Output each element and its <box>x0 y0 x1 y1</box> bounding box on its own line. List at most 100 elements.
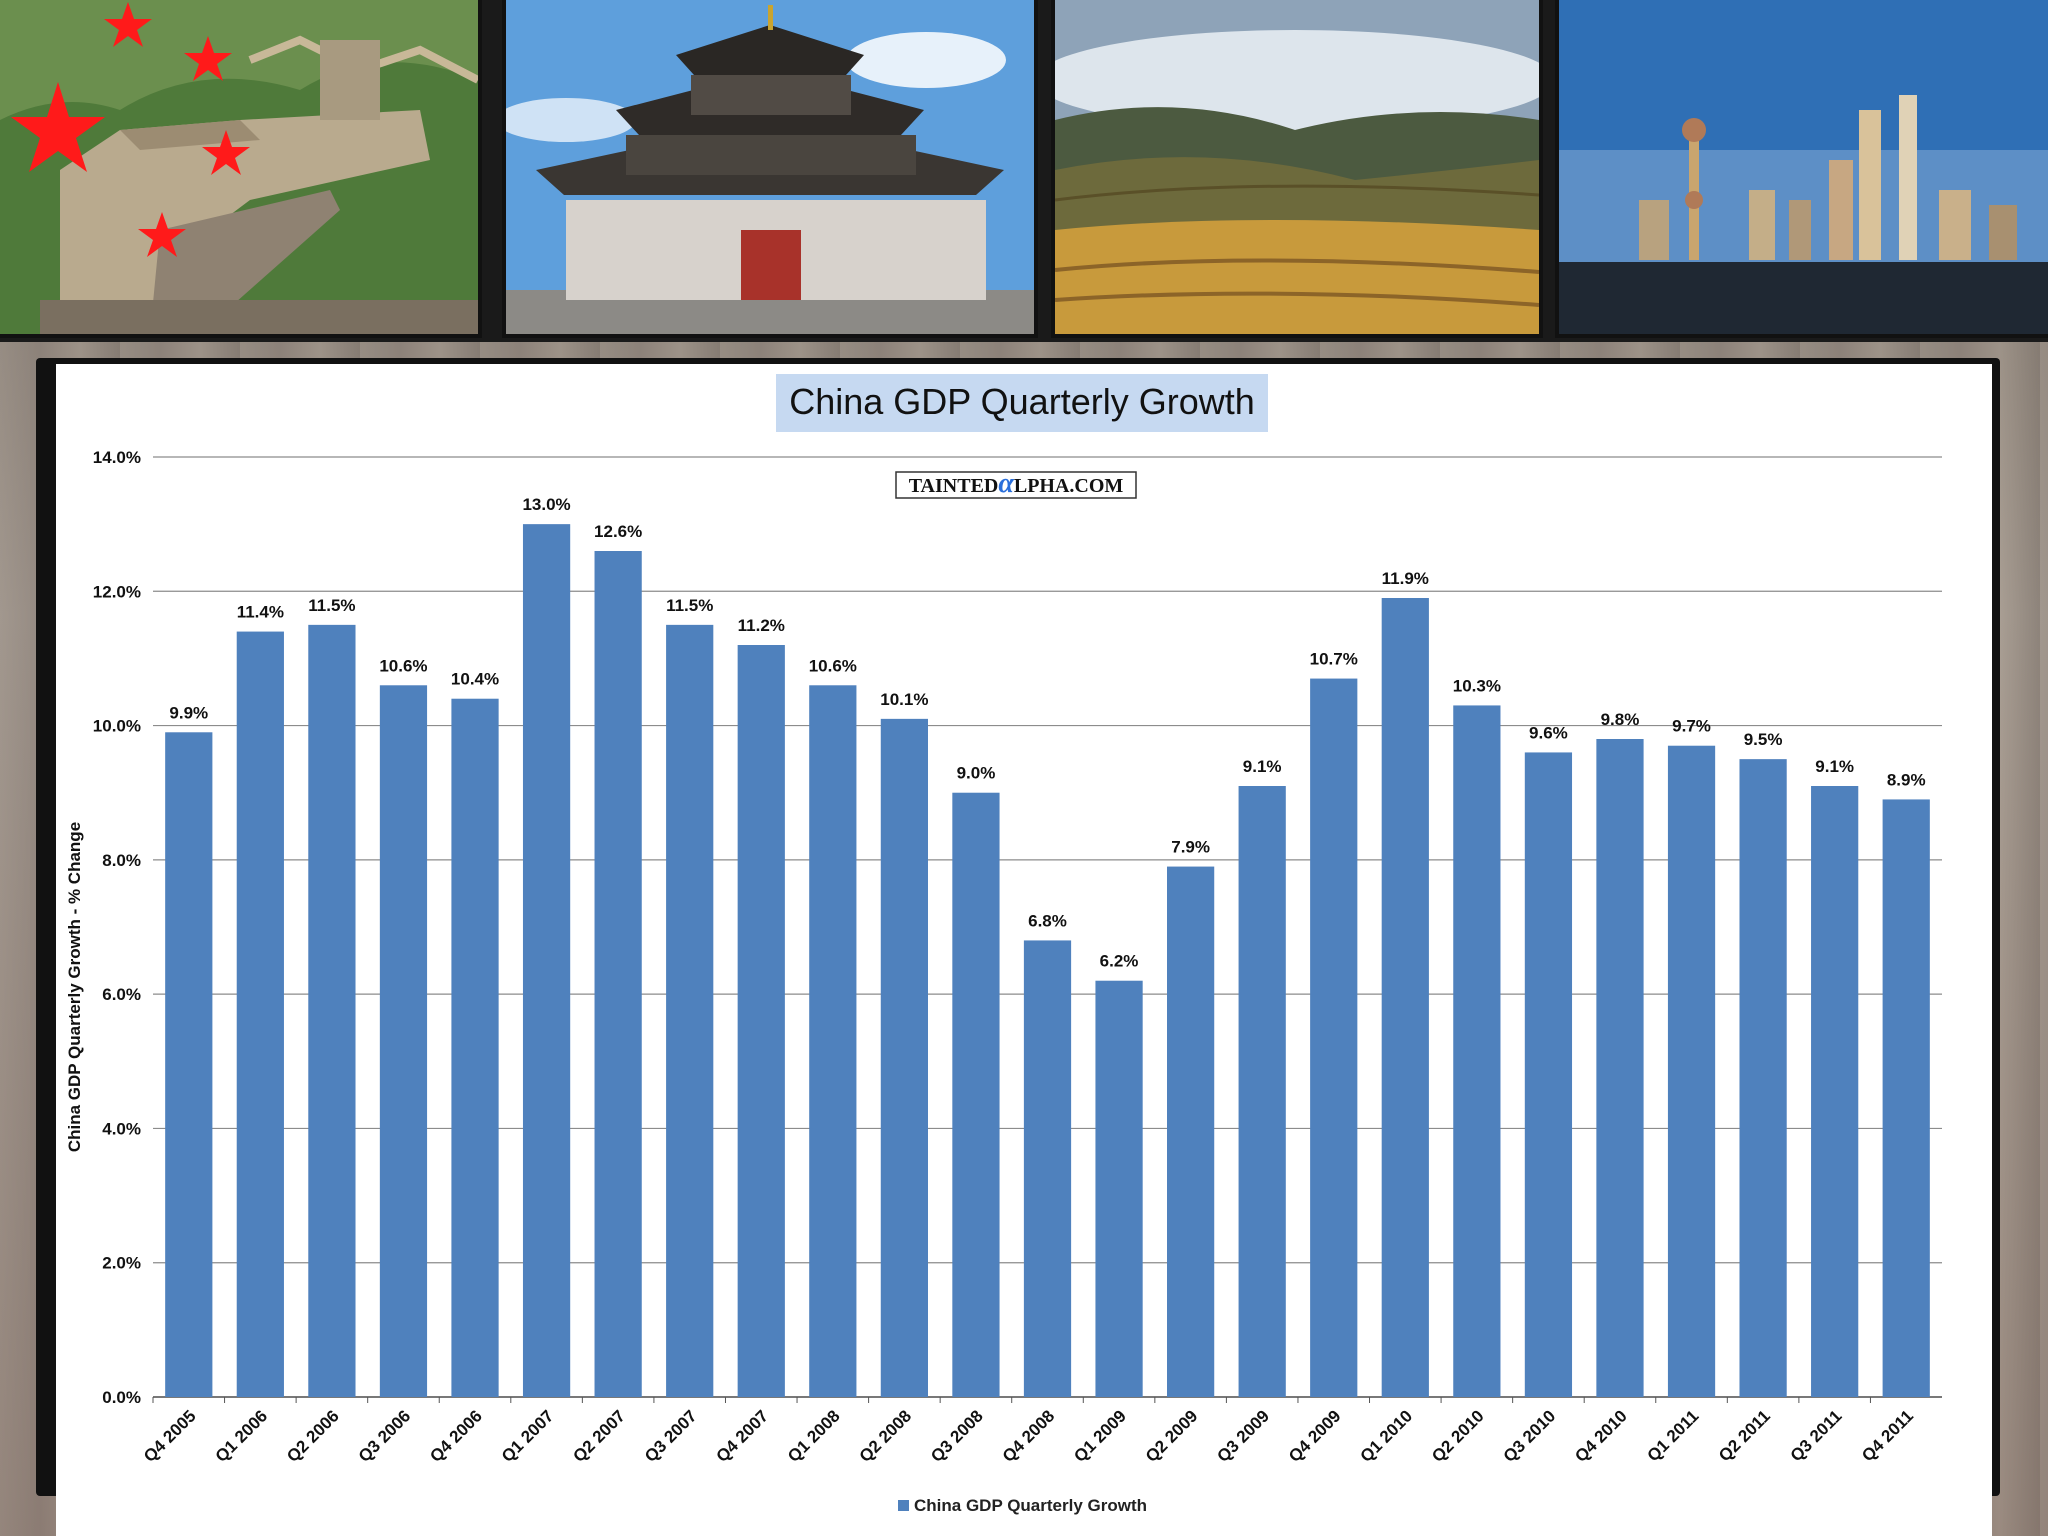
x-tick-label: Q3 2009 <box>1213 1406 1273 1466</box>
x-tick-label: Q1 2009 <box>1070 1406 1130 1466</box>
bar <box>1381 598 1429 1397</box>
data-label: 9.7% <box>1672 717 1711 736</box>
legend-swatch <box>898 1500 909 1511</box>
data-label: 10.1% <box>880 690 928 709</box>
bar <box>1023 940 1072 1397</box>
bar <box>594 551 642 1397</box>
x-tick-label: Q1 2007 <box>498 1406 558 1466</box>
photo-strip <box>0 0 2048 342</box>
bar <box>1524 752 1573 1397</box>
bar <box>1882 799 1930 1397</box>
data-label: 13.0% <box>522 495 570 514</box>
bar <box>1167 866 1215 1397</box>
watermark-text-start: TAINTED <box>909 475 999 497</box>
x-tick-label: Q4 2005 <box>140 1406 200 1466</box>
data-label: 9.5% <box>1744 730 1783 749</box>
x-tick-label: Q3 2007 <box>641 1406 701 1466</box>
bar <box>1238 786 1286 1397</box>
x-tick-label: Q1 2008 <box>784 1406 844 1466</box>
data-label: 9.1% <box>1243 757 1282 776</box>
x-tick-label: Q4 2008 <box>999 1406 1059 1466</box>
bar <box>1667 745 1716 1397</box>
bar <box>1453 705 1501 1397</box>
data-labels: 9.9% 11.4% 11.5% 10.6% 10.4% 13.0% 12.6% 11.5% 1… <box>169 495 1925 971</box>
y-tick-label: 8.0% <box>102 851 141 870</box>
bar <box>809 685 857 1397</box>
x-tick-label: Q3 2010 <box>1500 1406 1560 1466</box>
bar <box>308 624 356 1397</box>
shanghai-skyline-photo <box>1559 0 2048 334</box>
y-tick-label: 12.0% <box>93 582 141 601</box>
data-label: 10.7% <box>1310 650 1358 669</box>
x-tick-label: Q4 2006 <box>426 1406 486 1466</box>
bar-chart: China GDP Quarterly Growth 9.9% 11.4% 11.5… <box>65 374 1942 1515</box>
x-tick-label: Q3 2011 <box>1787 1406 1846 1465</box>
bar <box>1596 739 1644 1397</box>
bar <box>1811 786 1859 1397</box>
pagoda-temple-photo <box>506 0 1034 334</box>
star-icon <box>11 2 250 257</box>
x-tick-label: Q1 2010 <box>1357 1406 1417 1466</box>
bar <box>165 732 213 1397</box>
x-tick-label: Q2 2011 <box>1715 1406 1774 1465</box>
x-tick-label: Q2 2010 <box>1428 1406 1488 1466</box>
great-wall-photo <box>0 0 478 334</box>
y-tick-label: 2.0% <box>102 1254 141 1273</box>
y-axis-label: China GDP Quarterly Growth - % Change <box>65 822 84 1152</box>
data-label: 11.5% <box>308 596 355 615</box>
x-tick-label: Q1 2011 <box>1643 1406 1702 1465</box>
legend-label: China GDP Quarterly Growth <box>914 1496 1147 1515</box>
svg-text:TAINTEDαLPHA.COM: TAINTEDαLPHA.COM <box>909 468 1124 499</box>
data-label: 11.5% <box>666 596 713 615</box>
x-tick-label: Q3 2008 <box>927 1406 987 1466</box>
bar <box>737 645 785 1397</box>
watermark-text-end: LPHA.COM <box>1014 475 1124 497</box>
x-tick-label: Q4 2010 <box>1571 1406 1631 1466</box>
data-label: 11.4% <box>237 603 284 622</box>
data-label: 9.9% <box>169 703 208 722</box>
data-label: 9.0% <box>957 764 996 783</box>
x-tick-label: Q4 2009 <box>1285 1406 1345 1466</box>
y-tick-label: 14.0% <box>93 448 141 467</box>
bar <box>451 698 499 1397</box>
chart-title: China GDP Quarterly Growth <box>789 381 1255 422</box>
data-label: 12.6% <box>594 522 642 541</box>
data-label: 9.1% <box>1815 757 1854 776</box>
terraced-fields-photo <box>1055 0 1539 334</box>
bar <box>666 624 714 1397</box>
bar <box>952 792 1000 1397</box>
data-label: 11.9% <box>1382 569 1429 588</box>
x-tick-label: Q1 2006 <box>212 1406 272 1466</box>
bar <box>1739 759 1787 1397</box>
data-label: 6.2% <box>1100 952 1139 971</box>
watermark-alpha: α <box>998 468 1014 499</box>
y-tick-label: 6.0% <box>102 985 141 1004</box>
x-tick-label: Q2 2007 <box>569 1406 629 1466</box>
x-tick-label: Q4 2011 <box>1858 1406 1917 1465</box>
y-tick-label: 4.0% <box>102 1119 141 1138</box>
legend: China GDP Quarterly Growth <box>898 1496 1147 1515</box>
watermark: TAINTEDαLPHA.COM <box>895 468 1137 499</box>
y-axis-ticks: 0.0% 2.0% 4.0% 6.0% 8.0% 10.0% 12.0% 14.0% <box>93 448 141 1407</box>
data-label: 6.8% <box>1028 911 1067 930</box>
data-label: 10.4% <box>451 670 499 689</box>
bar <box>1310 678 1358 1397</box>
x-axis-ticks: Q4 2005 Q1 2006 Q2 2006 Q3 2006 Q4 2006 Q1 20… <box>140 1397 1917 1466</box>
data-label: 7.9% <box>1171 838 1210 857</box>
x-tick-label: Q2 2008 <box>856 1406 916 1466</box>
x-tick-label: Q4 2007 <box>713 1406 773 1466</box>
x-tick-label: Q2 2009 <box>1142 1406 1202 1466</box>
chart-area: China GDP Quarterly Growth 9.9% 11.4% 11.5… <box>56 364 1992 1536</box>
chart-title-background <box>776 374 1268 432</box>
bar <box>1095 980 1143 1397</box>
data-label: 8.9% <box>1887 770 1926 789</box>
data-label: 10.6% <box>809 656 857 675</box>
x-tick-label: Q3 2006 <box>355 1406 415 1466</box>
bar <box>522 524 571 1397</box>
data-label: 9.8% <box>1601 710 1640 729</box>
y-tick-label: 0.0% <box>102 1388 141 1407</box>
x-tick-label: Q2 2006 <box>283 1406 343 1466</box>
bars <box>165 524 1930 1397</box>
bar <box>880 718 928 1397</box>
data-label: 11.2% <box>738 616 785 635</box>
